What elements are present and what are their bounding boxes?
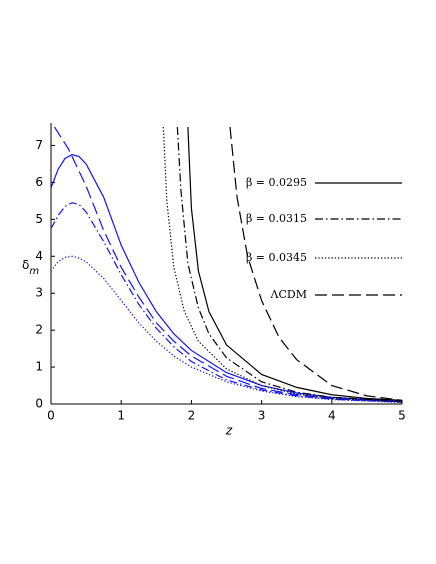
x-tick-label: 0 <box>47 409 55 423</box>
x-axis-label: z <box>225 424 233 438</box>
y-label-subscript: m <box>29 266 39 277</box>
series-line <box>51 154 403 403</box>
legend-label: ΛCDM <box>270 288 307 301</box>
plot-area <box>51 126 403 404</box>
series-line <box>51 202 403 403</box>
x-tick-label: 4 <box>328 409 336 423</box>
series-line <box>229 126 403 401</box>
series-line <box>162 126 403 403</box>
legend-label: β = 0.0315 <box>246 212 307 225</box>
y-label-symbol: δ <box>22 258 29 272</box>
y-tick-label: 2 <box>35 323 43 337</box>
y-tick-label: 6 <box>35 175 43 189</box>
y-tick-label: 3 <box>35 286 43 300</box>
series-line <box>54 126 403 403</box>
x-tick-label: 2 <box>188 409 196 423</box>
series-line <box>51 255 403 404</box>
series-line <box>187 126 403 401</box>
series-line <box>176 126 403 402</box>
y-tick-label: 5 <box>35 212 43 226</box>
y-tick-label: 0 <box>35 397 43 411</box>
y-tick-label: 4 <box>35 249 43 263</box>
y-tick-label: 7 <box>35 138 43 152</box>
x-tick-label: 5 <box>398 409 406 423</box>
legend-label: β = 0.0295 <box>246 176 307 189</box>
x-tick-label: 1 <box>117 409 125 423</box>
y-axis-label: δm <box>22 258 39 278</box>
y-tick-label: 1 <box>35 360 43 374</box>
legend-label: β = 0.0345 <box>246 251 307 264</box>
x-tick-label: 3 <box>258 409 266 423</box>
